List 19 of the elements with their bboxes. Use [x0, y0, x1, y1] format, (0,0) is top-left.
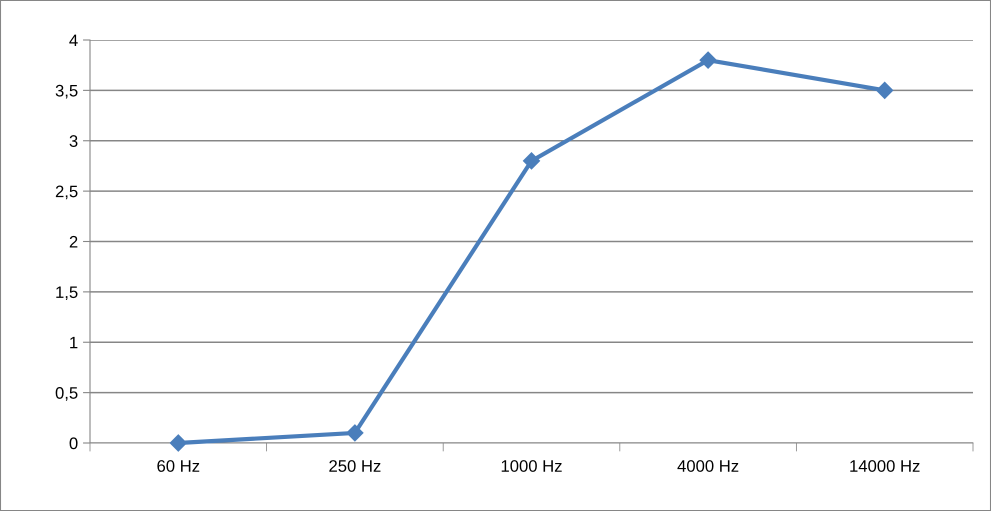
point: [876, 82, 894, 99]
y-tick-label: 2,5: [56, 186, 78, 200]
point: [700, 52, 717, 69]
x-tick-label: 1000 Hz: [502, 460, 562, 472]
y-tick-label: 3,5: [56, 84, 78, 99]
y-tick-label: 4: [69, 34, 78, 46]
y-tick-label: 1: [70, 336, 78, 348]
y-tick-label: 1,5: [56, 286, 78, 300]
point: [170, 434, 187, 452]
y-tick-label: 0,5: [56, 387, 78, 401]
y-tick-label: 3: [70, 135, 78, 147]
y-tick-label: 0: [70, 437, 78, 450]
x-tick-label: 250 Hz: [329, 460, 380, 472]
x-tick-label: 4000 Hz: [677, 460, 738, 472]
point: [522, 152, 540, 170]
x-tick-label: 60 Hz: [157, 460, 200, 472]
y-tick-label: 2: [70, 236, 78, 248]
x-tick-label: 14000 Hz: [850, 460, 920, 472]
point: [346, 424, 364, 442]
